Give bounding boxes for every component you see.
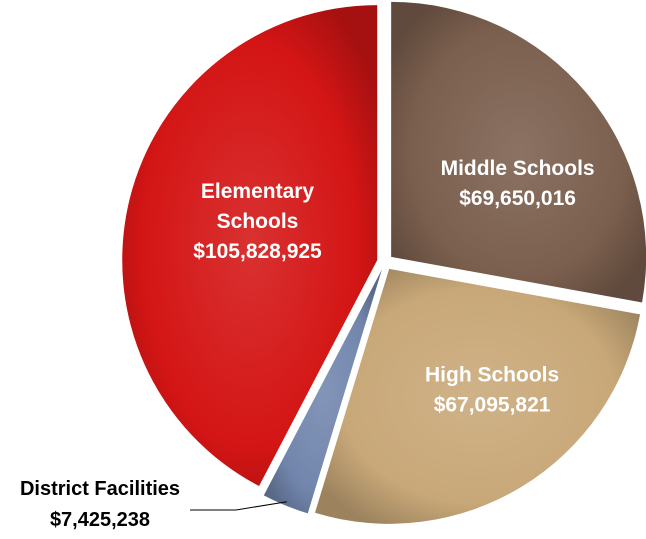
slice-name-label: Middle Schools xyxy=(441,157,595,180)
pie-slices xyxy=(122,1,646,524)
slice-high-schools xyxy=(314,268,641,524)
slice-middle-schools xyxy=(391,1,646,303)
slice-value-label: $7,425,238 xyxy=(50,509,150,531)
slice-name-label: Elementary xyxy=(201,180,315,203)
slice-value-label: $69,650,016 xyxy=(459,187,576,210)
slice-value-label: $105,828,925 xyxy=(193,240,322,263)
slice-name-label: High Schools xyxy=(425,364,559,387)
slice-elementary-schools xyxy=(122,5,378,487)
slice-name-label: Schools xyxy=(217,210,299,233)
slice-district-facilities xyxy=(263,269,382,514)
pie-labels: Middle Schools $69,650,016 High Schools $67… xyxy=(20,157,595,531)
slice-name-label: District Facilities xyxy=(20,478,180,500)
leader-line xyxy=(190,501,287,511)
slice-value-label: $67,095,821 xyxy=(434,394,551,417)
